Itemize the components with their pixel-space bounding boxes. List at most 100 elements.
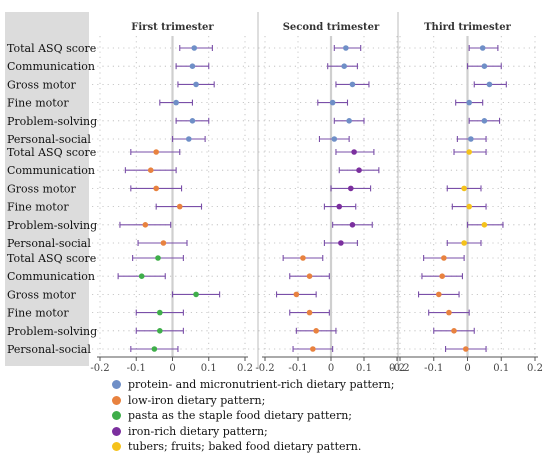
legend-marker [112,426,121,436]
data-point [155,255,161,261]
x-tick-label: -0.1 [424,363,443,374]
x-tick-label: 0 [169,363,175,374]
data-point [193,81,199,88]
x-tick-label: 0.2 [527,363,543,374]
legend-marker [112,442,121,452]
legend-label: protein- and micronutrient-rich dietary … [128,378,395,392]
data-point [189,118,196,124]
panel-title: Third trimester [424,22,511,33]
data-point [313,328,319,334]
row-label-layer: Total ASQ score Communication Gross motor F… [7,42,97,356]
data-point [310,346,316,352]
data-point [349,222,356,228]
data-point [446,309,452,316]
marks-layer [117,45,507,352]
legend-label: low-iron dietary pattern; [128,393,266,407]
data-point [466,99,472,106]
grid-layer [92,12,538,369]
x-tick-label: -0.2 [390,363,409,374]
data-point [176,203,183,210]
data-point [451,328,457,334]
row-label: Gross motor [7,78,77,91]
row-label: Communication [7,60,95,73]
data-point [436,291,442,298]
data-point [331,136,338,142]
row-label: Total ASQ score [7,252,96,265]
legend: protein- and micronutrient-rich dietary … [112,377,542,455]
data-point [153,185,159,192]
row-label: Fine motor [7,307,69,320]
row-label: Communication [7,164,95,177]
row-label: Fine motor [7,97,69,110]
data-point [157,328,163,334]
x-tick-label: 0.2 [237,363,253,374]
data-point [349,81,356,88]
x-tick-label: -0.2 [255,363,274,374]
data-point [193,291,199,298]
legend-label: pasta as the staple food dietary pattern… [128,409,352,423]
data-point [356,167,362,173]
data-point [138,273,145,280]
data-point [306,309,313,316]
row-label: Personal-social [7,133,91,146]
row-label: Personal-social [7,237,91,250]
legend-item: tubers; fruits; baked food dietary patte… [112,439,542,455]
data-point [160,240,167,246]
data-point [142,222,149,228]
data-point [300,255,306,261]
legend-label: tubers; fruits; baked food dietary patte… [128,440,362,454]
data-point [336,203,343,210]
data-point [338,240,344,246]
legend-item: low-iron dietary pattern; [112,393,542,409]
x-tick-label: 0.1 [356,363,372,374]
legend-marker [112,395,121,405]
data-point [468,136,474,142]
data-point [186,136,192,142]
data-point [481,222,488,228]
data-point [293,291,300,298]
data-point [341,63,348,69]
data-point [461,185,467,192]
x-tick-label: -0.1 [127,363,146,374]
panel-title: First trimester [131,22,214,33]
row-label: Problem-solving [7,219,97,232]
data-point [481,118,488,124]
x-tick-label: 0 [328,363,334,374]
data-point [441,255,447,261]
x-tick-label: 0 [464,363,470,374]
data-point [153,149,159,155]
row-label: Problem-solving [7,115,97,128]
data-point [481,63,488,69]
data-point [466,149,472,155]
x-tick-label: -0.2 [90,363,109,374]
data-point [461,240,467,246]
row-label: Total ASQ score [7,146,96,159]
data-point [351,149,357,155]
data-point [466,203,472,210]
row-label: Gross motor [7,182,77,195]
row-label: Fine motor [7,201,69,214]
data-point [348,185,354,192]
row-label: Gross motor [7,288,77,301]
row-label-panel [5,12,89,366]
data-point [343,45,349,51]
x-tick-label: 0.2 [389,363,405,374]
data-point [329,99,336,106]
data-point [147,167,154,173]
panel-title: Second trimester [283,22,380,33]
data-point [439,273,445,280]
legend-item: iron-rich dietary pattern; [112,424,542,440]
data-point [479,45,486,51]
axis-layer: -0.2 -0.1 0 0.1 0.2 -0.2 -0.1 0 0.1 0.2-0.2 -0.1 0 0… [90,356,543,374]
x-tick-label: -0.1 [288,363,307,374]
forest-plot: Total ASQ score Communication Gross motor F… [5,12,543,374]
row-label: Personal-social [7,343,91,356]
data-point [346,118,352,124]
row-label: Communication [7,270,95,283]
data-point [173,99,179,106]
data-point [463,346,469,352]
data-point [151,346,158,352]
x-tick-label: 0.1 [493,363,509,374]
legend-item: pasta as the staple food dietary pattern… [112,408,542,424]
row-label: Problem-solving [7,325,97,338]
